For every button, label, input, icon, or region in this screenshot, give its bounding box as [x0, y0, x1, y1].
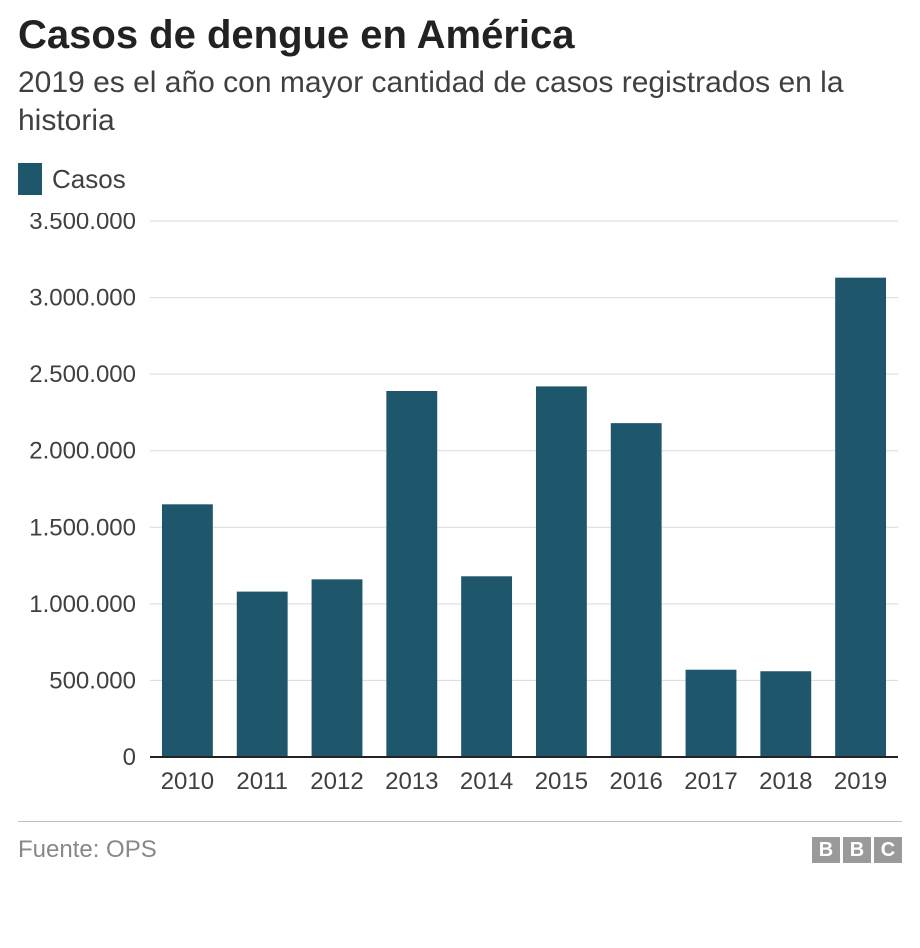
x-axis-label: 2014 — [460, 768, 513, 795]
y-axis-label: 2.500.000 — [29, 361, 136, 388]
x-axis-label: 2010 — [161, 768, 214, 795]
x-axis-label: 2013 — [385, 768, 438, 795]
y-axis-label: 500.000 — [49, 667, 136, 694]
bar — [386, 391, 437, 757]
chart-title: Casos de dengue en América — [18, 12, 902, 58]
bar — [760, 671, 811, 757]
legend-swatch — [18, 163, 42, 195]
bbc-logo-letter: C — [874, 837, 902, 863]
x-axis-label: 2015 — [535, 768, 588, 795]
x-axis-label: 2019 — [834, 768, 887, 795]
bar — [536, 386, 587, 757]
bar — [237, 592, 288, 757]
bbc-logo-letter: B — [843, 837, 871, 863]
legend: Casos — [18, 163, 902, 195]
bar — [835, 278, 886, 757]
bar — [162, 504, 213, 757]
x-axis-label: 2016 — [610, 768, 663, 795]
bar — [686, 670, 737, 757]
source-text: Fuente: OPS — [18, 836, 157, 864]
y-axis-label: 1.500.000 — [29, 514, 136, 541]
y-axis-label: 1.000.000 — [29, 591, 136, 618]
x-axis-label: 2012 — [310, 768, 363, 795]
chart-svg: 0 500.000 1.000.000 1.500.000 2.000.000 2.500… — [18, 213, 902, 803]
bbc-logo: B B C — [812, 837, 902, 863]
y-axis-label: 0 — [123, 744, 136, 771]
bar — [611, 423, 662, 757]
chart-subtitle: 2019 es el año con mayor cantidad de cas… — [18, 64, 902, 139]
y-axis-label: 3.500.000 — [29, 213, 136, 235]
bar-chart: 0 500.000 1.000.000 1.500.000 2.000.000 2.500… — [18, 213, 902, 803]
bar — [312, 579, 363, 757]
y-axis-label: 2.000.000 — [29, 438, 136, 465]
y-axis-label: 3.000.000 — [29, 285, 136, 312]
bar — [461, 576, 512, 757]
x-axis-label: 2018 — [759, 768, 812, 795]
x-axis-label: 2011 — [236, 768, 288, 795]
x-axis-label: 2017 — [684, 768, 737, 795]
bbc-logo-letter: B — [812, 837, 840, 863]
footer: Fuente: OPS B B C — [18, 822, 902, 878]
legend-label: Casos — [52, 164, 126, 195]
